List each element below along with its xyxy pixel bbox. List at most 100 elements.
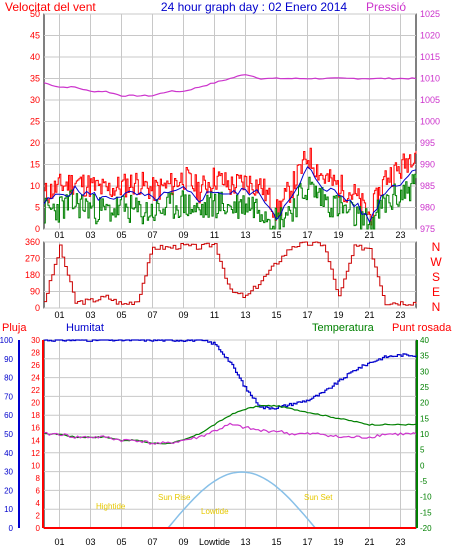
x-tick-label: 15 (271, 537, 281, 547)
humidity-y-tick: 60 (4, 411, 13, 420)
temperature-y-tick: -5 (420, 477, 428, 486)
rain-y-tick: 12 (31, 449, 40, 458)
temperature-y-tick: -20 (420, 524, 432, 533)
compass-label: S (432, 270, 440, 284)
x-tick-label: 07 (147, 310, 157, 320)
header-right-title: Pressió (366, 0, 406, 14)
x-tick-label: 09 (178, 230, 188, 240)
header-left-title: Velocitat del vent (5, 0, 96, 14)
rain-y-tick: 30 (31, 336, 40, 345)
pressure-y-tick: 1000 (420, 117, 440, 127)
rain-y-tick: 22 (31, 386, 40, 395)
rain-y-tick: 24 (31, 374, 40, 383)
temperature-y-tick: -10 (420, 493, 432, 502)
x-tick-label: 03 (85, 537, 95, 547)
x-tick-label: 17 (302, 310, 312, 320)
x-tick-label: 03 (85, 310, 95, 320)
temperature-y-tick: 20 (420, 399, 429, 408)
compass-label: N (432, 240, 441, 254)
x-tick-label: 13 (240, 310, 250, 320)
pressure-y-tick: 975 (420, 224, 435, 234)
rain-y-tick: 4 (36, 499, 41, 508)
x-tick-label: 13 (240, 537, 250, 547)
humidity-y-tick: 0 (9, 524, 14, 533)
direction-y-tick: 270 (25, 254, 40, 264)
humidity-y-tick: 40 (4, 449, 13, 458)
humidity-y-tick: 90 (4, 355, 13, 364)
sunset-label: Sun Set (304, 493, 333, 502)
rain-y-tick: 18 (31, 411, 40, 420)
temperature-y-tick: 0 (420, 461, 425, 470)
pressure-y-tick: 1020 (420, 31, 440, 41)
x-tick-label: 01 (54, 230, 64, 240)
hightide-label: Hightide (96, 502, 126, 511)
pressure-y-tick: 980 (420, 203, 435, 213)
x-tick-label: 17 (302, 537, 312, 547)
wind-average-line (43, 166, 417, 224)
x-tick-label: 21 (364, 230, 374, 240)
rain-y-tick: 14 (31, 436, 40, 445)
pressure-y-tick: 1010 (420, 74, 440, 84)
x-tick-label: 05 (116, 310, 126, 320)
wind-y-tick: 15 (30, 160, 40, 170)
dew-title: Punt rosada (392, 322, 452, 334)
x-tick-label: 05 (116, 230, 126, 240)
rain-y-tick: 6 (36, 486, 41, 495)
x-tick-label: 09 (178, 537, 188, 547)
wind-y-tick: 35 (30, 74, 40, 84)
temperature-y-tick: 10 (420, 430, 429, 439)
x-tick-label: 07 (147, 230, 157, 240)
x-tick-label: 15 (271, 310, 281, 320)
pressure-line (43, 74, 417, 97)
humidity-y-tick: 80 (4, 374, 13, 383)
temperature-y-tick: 25 (420, 383, 429, 392)
x-tick-label: 01 (54, 537, 64, 547)
wind-y-tick: 30 (30, 95, 40, 105)
compass-label: W (430, 255, 442, 269)
temperature-y-tick: 35 (420, 352, 429, 361)
x-tick-label: Lowtide (199, 537, 230, 547)
temperature-y-tick: -15 (420, 508, 432, 517)
chart-marks (18, 74, 418, 529)
rain-y-tick: 26 (31, 361, 40, 370)
temperature-y-tick: 40 (420, 336, 429, 345)
sunrise-label: Sun Rise (158, 493, 191, 502)
x-tick-label: 23 (395, 537, 405, 547)
pressure-y-tick: 1005 (420, 95, 440, 105)
dew-point-line (43, 422, 417, 445)
wind-y-tick: 40 (30, 52, 40, 62)
wind-y-tick: 10 (30, 181, 40, 191)
x-tick-label: 01 (54, 310, 64, 320)
lowtide-label: Lowtide (201, 507, 229, 516)
compass-label: N (432, 300, 441, 314)
x-tick-label: 05 (116, 537, 126, 547)
x-tick-label: 03 (85, 230, 95, 240)
humidity-line (44, 339, 417, 410)
humidity-y-tick: 70 (4, 392, 13, 401)
x-tick-label: 11 (210, 230, 219, 240)
x-tick-label: 19 (333, 230, 343, 240)
rain-y-tick: 28 (31, 349, 40, 358)
x-tick-label: 19 (333, 310, 343, 320)
pressure-y-tick: 1015 (420, 52, 440, 62)
x-tick-label: 15 (271, 230, 281, 240)
header-center-title: 24 hour graph day : 02 Enero 2014 (161, 0, 347, 14)
wind-y-tick: 20 (30, 138, 40, 148)
pressure-y-tick: 995 (420, 138, 435, 148)
direction-y-tick: 360 (25, 237, 40, 247)
sun-elevation-arc (167, 471, 316, 529)
x-tick-label: 13 (240, 230, 250, 240)
humidity-y-tick: 100 (0, 336, 14, 345)
direction-y-tick: 180 (25, 270, 40, 280)
x-tick-label: 17 (302, 230, 312, 240)
x-tick-label: 11 (210, 310, 219, 320)
wind-y-tick: 0 (35, 224, 40, 234)
wind-y-tick: 50 (30, 9, 40, 19)
x-tick-label: 21 (364, 537, 374, 547)
humidity-y-tick: 30 (4, 468, 13, 477)
x-tick-label: 09 (178, 310, 188, 320)
direction-line (44, 241, 417, 306)
wind-speed-line (44, 173, 417, 230)
